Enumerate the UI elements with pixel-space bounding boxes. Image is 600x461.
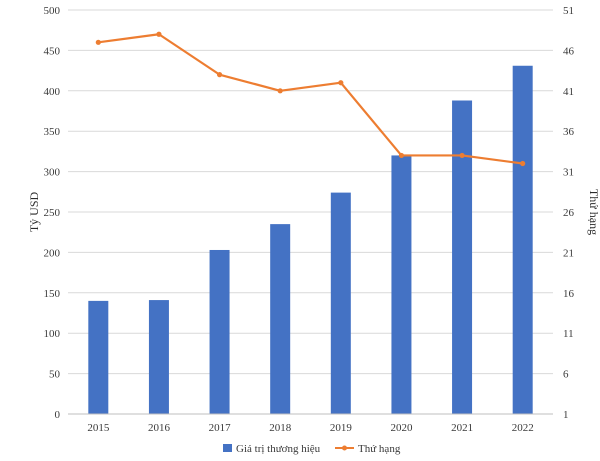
line-point: [459, 152, 465, 159]
y2-tick-label: 36: [563, 126, 575, 138]
x-tick-label: 2021: [451, 422, 473, 434]
x-tick-label: 2016: [148, 422, 171, 434]
y2-tick-label: 11: [563, 328, 574, 340]
line-point: [216, 72, 223, 78]
line-point: [156, 31, 162, 37]
line-series: [95, 31, 526, 167]
x-tick-label: 2020: [390, 422, 413, 434]
y2-tick-label: 26: [563, 207, 575, 219]
legend: Giá trị thương hiệu Thứ hạng: [223, 443, 401, 455]
y-tick-label: 400: [44, 86, 61, 98]
y-tick-label: 50: [49, 369, 61, 381]
line-point: [520, 160, 526, 167]
y2-tick-label: 1: [563, 409, 569, 421]
y-tick-label: 100: [44, 328, 61, 340]
line-point: [398, 152, 405, 159]
x-tick-label: 2017: [209, 422, 232, 434]
y2-tick-label: 21: [563, 247, 574, 259]
y-tick-label: 500: [44, 5, 61, 17]
y2-tick-label: 41: [563, 86, 574, 98]
legend-label-bars: Giá trị thương hiệu: [236, 443, 321, 455]
y2-tick-label: 46: [563, 45, 575, 57]
y-tick-label: 350: [44, 126, 61, 138]
bar: [209, 249, 230, 414]
y-tick-label: 200: [44, 247, 61, 259]
bar: [512, 65, 533, 414]
bar: [452, 100, 473, 414]
legend-label-line: Thứ hạng: [358, 443, 401, 455]
bar: [88, 300, 109, 414]
y2-tick-label: 51: [563, 5, 574, 17]
line-point: [277, 88, 283, 94]
series-line: [98, 33, 523, 165]
y-axis-title: Tỷ USD: [27, 192, 41, 233]
legend-swatch-bars: [223, 444, 232, 452]
gridlines: [68, 9, 553, 375]
legend-swatch-marker: [342, 445, 347, 451]
y-tick-label: 300: [44, 167, 61, 179]
x-tick-label: 2022: [512, 422, 534, 434]
y-tick-label: 150: [44, 288, 61, 300]
y-tick-label: 0: [55, 409, 61, 421]
axes: 0501001502002503003504004505001611162126…: [44, 5, 575, 434]
x-tick-label: 2019: [330, 422, 353, 434]
x-tick-label: 2018: [269, 422, 292, 434]
y2-axis-title: Thứ hạng: [587, 189, 600, 235]
bar-series: [88, 65, 533, 414]
y-tick-label: 450: [44, 45, 61, 57]
y2-tick-label: 6: [563, 369, 569, 381]
bar: [148, 300, 169, 414]
bar: [391, 155, 412, 414]
line-point: [338, 80, 344, 86]
y2-tick-label: 31: [563, 167, 574, 179]
x-tick-label: 2015: [87, 422, 110, 434]
line-point: [95, 39, 101, 45]
bar: [330, 192, 351, 414]
y2-tick-label: 16: [563, 288, 575, 300]
y-tick-label: 250: [44, 207, 61, 219]
bar: [270, 224, 291, 414]
